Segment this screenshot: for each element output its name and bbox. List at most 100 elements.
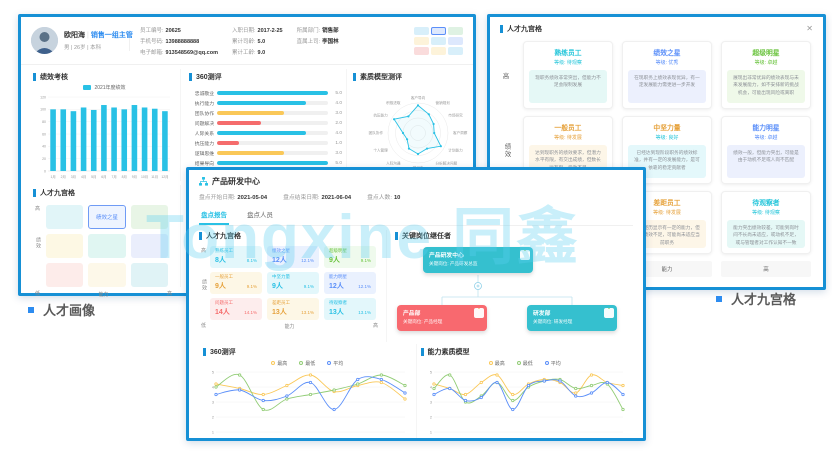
cell-values: 8人 8.1% xyxy=(215,255,257,265)
ninebox-stat-cell[interactable]: 能力明星 12人 12.1% xyxy=(324,272,376,294)
ninebox-card-desc: 能力突出绩效较差，可能到岗时间不长尚未适应，或动机不足，或与管理者对工作认知不一… xyxy=(727,220,805,248)
performance-bar-chart: 0 20 40 60 80 100 120 1月 2月 3月 4月 5月 6月 7月 8月 9月 10月 11月 1… xyxy=(40,95,170,179)
ninebox-cell[interactable] xyxy=(130,205,168,229)
eval360-bar-label: 逻辑思维 xyxy=(194,151,214,157)
ninebox-card[interactable]: 熟练员工 等级: 待观察 现职务绩效非常突出，但能力不足会限制发展 xyxy=(523,41,613,109)
title-accent-bar xyxy=(420,348,424,356)
expand-chevron-icon[interactable]: ˇ xyxy=(520,250,530,260)
ninebox-stat-cell[interactable]: 一般员工 9人 9.1% xyxy=(210,272,262,294)
line360-title: 360测评 xyxy=(203,346,412,358)
field-value: 913548569@qq.com xyxy=(165,49,218,56)
ninebox-card-title: 差距员工 xyxy=(653,200,681,207)
ninebox-stat-cell[interactable]: 熟练员工 8人 8.1% xyxy=(210,246,262,268)
ninebox-stat-cell[interactable]: 超级明星 9人 9.1% xyxy=(324,246,376,268)
field-label: 入职日期: xyxy=(231,27,256,34)
cell-name: 绩效之星 xyxy=(272,248,290,253)
field-label: 手机号码: xyxy=(140,38,164,45)
review-ninebox-section: 人才九宫格 熟练员工 8人 8.1% 绩效之星 12人 12.1% 超级明星 9人 9.1% 一般… xyxy=(199,230,387,342)
mini-grid-cell[interactable] xyxy=(431,46,446,55)
title-accent-bar xyxy=(395,232,398,240)
ninebox-card-grade: 等级: 优秀 xyxy=(655,60,679,66)
eval360-bar-row: 抗压能力 1.0 xyxy=(189,138,342,148)
svg-text:人际沟通: 人际沟通 xyxy=(386,161,401,166)
employee-name: 欧阳海 xyxy=(64,32,85,39)
field-label: 电子邮箱: xyxy=(140,49,164,56)
eval360-title: 360测评 xyxy=(189,71,342,83)
employee-info-fields: 员工编号: 20625 手机号码: 13988888888 电子邮箱: 913548569… xyxy=(130,26,410,56)
axis-label: 高 xyxy=(502,73,510,80)
portrait-charts-row: 绩效考核 2021年度绩效 0 20 40 60 80 100 120 1月 2月 3月 4月 5月 6… xyxy=(21,65,473,181)
ninebox-cell[interactable] xyxy=(46,205,84,229)
mini-grid-cell[interactable] xyxy=(448,46,463,55)
axis-label: 高 xyxy=(35,206,41,212)
field-value: 销售部 xyxy=(322,27,339,34)
caption-talent-portrait: 人才画像 xyxy=(28,300,95,319)
ninebox-cell[interactable]: 绩效之星 xyxy=(88,205,126,229)
field-label: 盘点人数: xyxy=(367,195,392,201)
axis-label: 低 xyxy=(35,291,41,297)
ninebox-card[interactable]: 超级明星 等级: 卓越 展现出非常优异的绩效表现与未来发展能力，如不安排新的挑战机会… xyxy=(721,41,811,109)
ninebox-card-title: 熟练员工 xyxy=(554,50,582,57)
ninebox-card[interactable]: 能力明星 等级: 卓越 绩效一般，但能力突出，可能是由于动机不足或人岗不匹配 xyxy=(721,116,811,184)
cell-count: 8人 xyxy=(215,257,226,264)
mini-grid-cell[interactable] xyxy=(414,46,429,55)
expand-chevron-icon[interactable]: ˇ xyxy=(604,308,614,318)
ninebox-cell[interactable] xyxy=(130,263,168,287)
ninebox-card-title: 中坚力量 xyxy=(653,125,681,132)
ninebox-stat-cell[interactable]: 绩效之星 12人 12.1% xyxy=(267,246,319,268)
ninebox-card-grade: 等级: 待观察 xyxy=(554,60,582,66)
cell-percent: 12.1% xyxy=(301,258,314,263)
expand-chevron-icon[interactable]: ˇ xyxy=(474,308,484,318)
nine-box-mini-indicator[interactable] xyxy=(414,26,463,55)
svg-text:3: 3 xyxy=(212,400,214,404)
legend-item[interactable]: 最高 xyxy=(488,360,505,367)
cell-count: 9人 xyxy=(272,283,283,290)
legend-item[interactable]: 平均 xyxy=(544,360,561,367)
employee-field: 手机号码: 13988888888 xyxy=(140,37,218,45)
mini-grid-cell[interactable] xyxy=(414,36,429,45)
mini-grid-cell[interactable] xyxy=(431,26,446,35)
ninebox-cell[interactable] xyxy=(46,263,84,287)
ninebox-card[interactable]: 绩效之星 等级: 优秀 在现职务上绩效表现优异，有一定发展能力需更进一步开发 xyxy=(622,41,712,109)
cell-values: 14人 14.1% xyxy=(215,307,257,317)
ninebox-stat-cell[interactable]: 中坚力量 9人 9.1% xyxy=(267,272,319,294)
ninebox-cell[interactable] xyxy=(46,234,84,258)
employee-field: 所属部门: 销售部 xyxy=(297,26,339,34)
svg-text:团队协作: 团队协作 xyxy=(369,130,384,135)
svg-text:100: 100 xyxy=(40,108,46,112)
field-label: 所属部门: xyxy=(296,27,321,34)
legend-item[interactable]: 最高 xyxy=(271,360,287,367)
ninebox-stat-cell[interactable]: 待观察者 13人 13.1% xyxy=(324,298,376,320)
close-icon[interactable]: ✕ xyxy=(806,24,813,33)
title-accent-bar xyxy=(199,232,202,240)
mini-grid-cell[interactable] xyxy=(448,26,463,35)
tab-report[interactable]: 盘点报告 xyxy=(199,206,229,225)
svg-text:120: 120 xyxy=(40,95,46,99)
tab-people[interactable]: 盘点人员 xyxy=(247,212,273,219)
axis-label: 高 xyxy=(166,291,172,297)
title-accent-bar xyxy=(189,73,192,81)
mini-grid-cell[interactable] xyxy=(414,26,429,35)
employee-info-column: 入职日期: 2017-2-25 累计司龄: 5.0 累计工龄: 9.0 xyxy=(232,26,283,56)
cell-values: 12人 12.1% xyxy=(272,255,314,265)
axis-label: 能力 xyxy=(284,324,295,330)
eval360-bar-value: 1.0 xyxy=(335,140,342,146)
org-node-position: 关键岗位: 产品经理 xyxy=(403,319,443,324)
cell-percent: 14.1% xyxy=(244,310,257,315)
ninebox-stat-cell[interactable]: 问题员工 14人 14.1% xyxy=(210,298,262,320)
successors-org-chart: 产品研发中心 关键岗位: 产品研发总监 ˇ 产品部 关键岗位: 产品经理 ˇ 研发部 关键岗位… xyxy=(395,245,633,343)
mini-grid-cell[interactable] xyxy=(431,36,446,45)
ninebox-stat-cell[interactable]: 差距员工 13人 13.1% xyxy=(267,298,319,320)
mini-grid-cell[interactable] xyxy=(448,36,463,45)
employee-field: 累计工龄: 9.0 xyxy=(232,48,283,56)
legend-item[interactable]: 最低 xyxy=(516,360,533,367)
legend-item[interactable]: 最低 xyxy=(299,360,315,367)
eval360-bar-label: 执行能力 xyxy=(194,101,214,107)
ninebox-card[interactable]: 待观察者 等级: 待观察 能力突出绩效较差，可能到岗时间不长尚未适应，或动机不足，或… xyxy=(721,191,811,254)
legend-item[interactable]: 平均 xyxy=(327,360,343,367)
ninebox-cell[interactable] xyxy=(88,263,126,287)
field-label: 累计工龄: xyxy=(231,49,256,56)
ninebox-cell[interactable] xyxy=(88,234,126,258)
ninebox-cell[interactable] xyxy=(130,234,168,258)
svg-text:6月: 6月 xyxy=(101,175,106,179)
